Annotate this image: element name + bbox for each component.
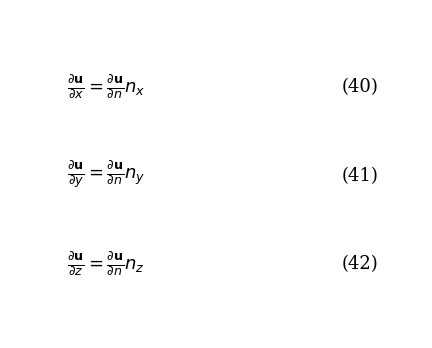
- Text: (41): (41): [342, 167, 379, 185]
- Text: $\frac{\partial \mathbf{u}}{\partial z} = \frac{\partial \mathbf{u}}{\partial n}: $\frac{\partial \mathbf{u}}{\partial z} …: [67, 250, 145, 278]
- Text: $\frac{\partial \mathbf{u}}{\partial x} = \frac{\partial \mathbf{u}}{\partial n}: $\frac{\partial \mathbf{u}}{\partial x} …: [67, 73, 146, 101]
- Text: (42): (42): [342, 255, 379, 273]
- Text: (40): (40): [342, 78, 379, 96]
- Text: $\frac{\partial \mathbf{u}}{\partial y} = \frac{\partial \mathbf{u}}{\partial n}: $\frac{\partial \mathbf{u}}{\partial y} …: [67, 160, 146, 191]
